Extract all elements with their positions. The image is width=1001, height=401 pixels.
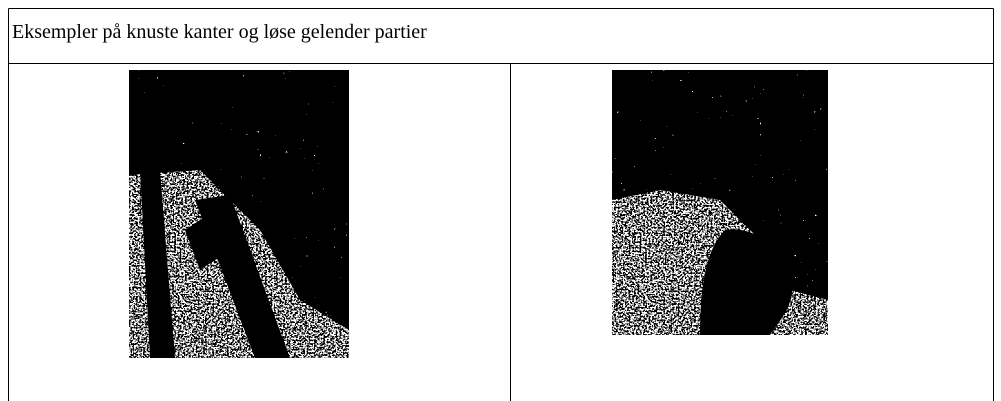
photo [129, 70, 349, 358]
photo [612, 70, 828, 335]
table-title: Eksempler på knuste kanter og løse gelen… [12, 21, 427, 43]
page: Eksempler på knuste kanter og løse gelen… [0, 0, 1001, 401]
document: Eksempler på knuste kanter og løse gelen… [0, 0, 1001, 401]
